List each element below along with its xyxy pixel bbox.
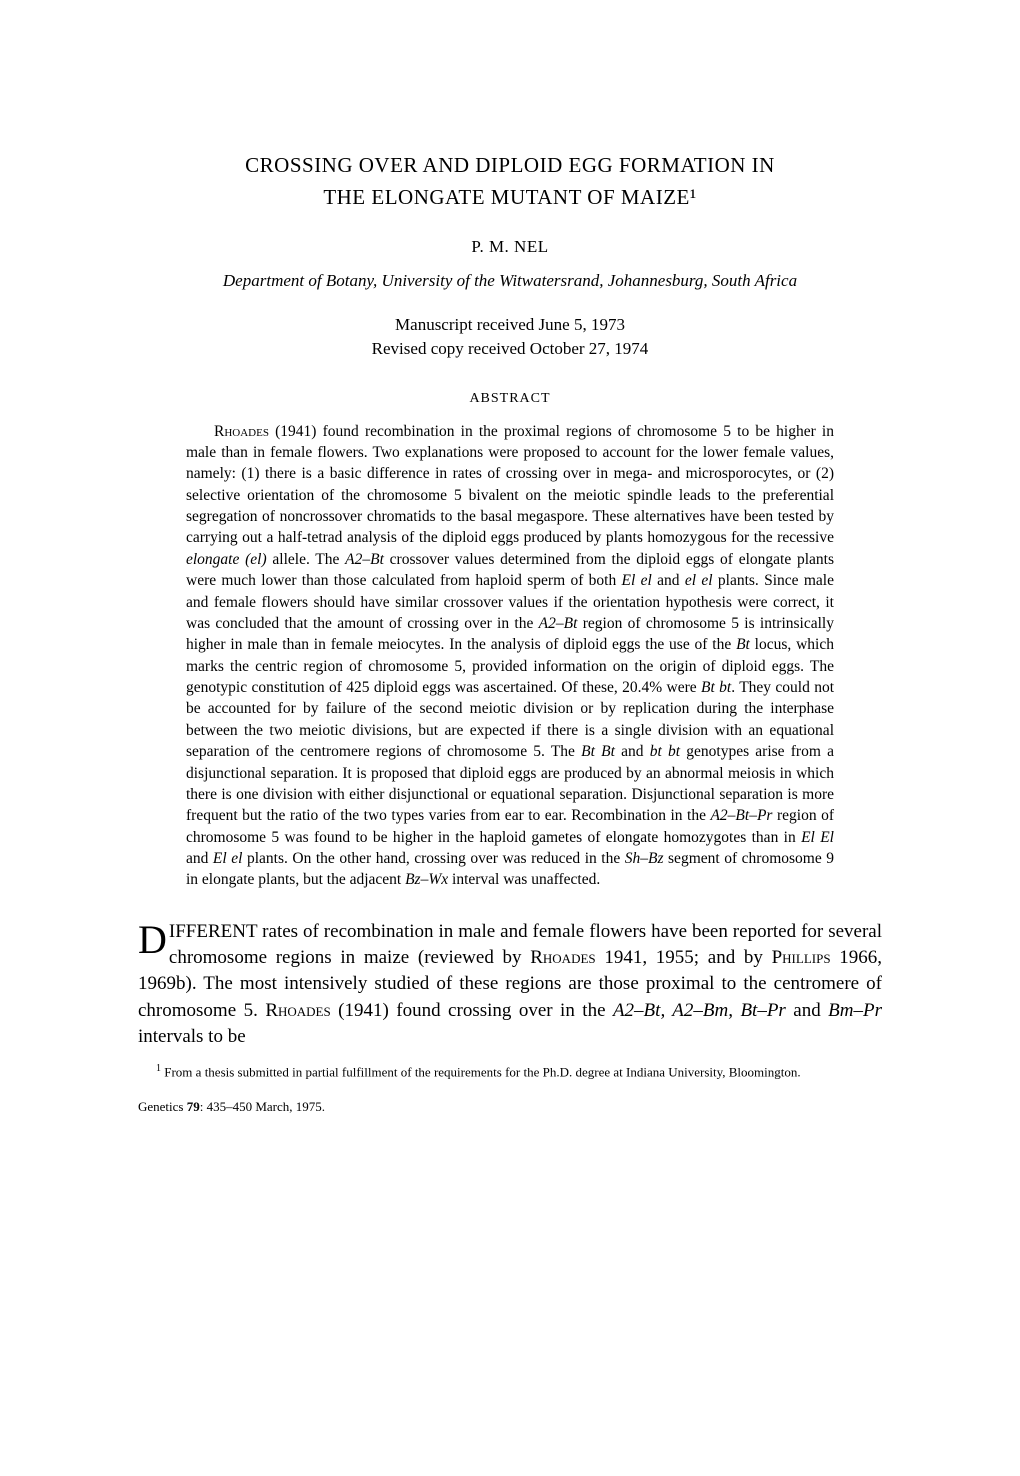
body-italic: A2–Bt, A2–Bm, Bt–Pr: [613, 1000, 786, 1021]
abstract-text: Rhoades (1941) found recombination in th…: [186, 421, 834, 891]
manuscript-dates: Manuscript received June 5, 1973 Revised…: [138, 313, 882, 361]
abstract-seg: interval was unaffected.: [448, 871, 600, 888]
title-line-1: CROSSING OVER AND DIPLOID EGG FORMATION …: [245, 153, 775, 177]
body-paragraph: DIFFERENT rates of recombination in male…: [138, 919, 882, 1050]
article-title: CROSSING OVER AND DIPLOID EGG FORMATION …: [138, 150, 882, 213]
abstract-seg: plants. On the other hand, crossing over…: [242, 850, 624, 867]
body-italic: Bm–Pr: [828, 1000, 882, 1021]
body-smallcaps: Phillips: [772, 947, 831, 968]
abstract-italic: Bt: [736, 636, 750, 653]
title-line-2: THE ELONGATE MUTANT OF MAIZE¹: [323, 185, 696, 209]
abstract-italic: El el: [213, 850, 243, 867]
abstract-italic: Bt bt: [701, 679, 731, 696]
body-seg: and: [786, 1000, 828, 1021]
abstract-italic: Bt Bt: [581, 743, 615, 760]
abstract-seg: and: [615, 743, 650, 760]
abstract-italic: Bz–Wx: [405, 871, 448, 888]
abstract-italic: elongate (el): [186, 551, 267, 568]
abstract-italic: Sh–Bz: [625, 850, 664, 867]
abstract-lead-author: Rhoades: [214, 423, 269, 440]
journal-pages: : 435–450 March, 1975.: [200, 1099, 325, 1114]
abstract-seg: (1941) found recombination in the proxim…: [186, 423, 834, 547]
body-smallcaps: Rhoades: [265, 1000, 330, 1021]
footnote-content: From a thesis submitted in partial fulfi…: [164, 1064, 800, 1079]
abstract-seg: allele. The: [267, 551, 346, 568]
body-seg: 1941, 1955; and by: [596, 947, 772, 968]
abstract-seg: and: [652, 572, 685, 589]
abstract-seg: and: [186, 850, 213, 867]
footnote-marker: 1: [156, 1063, 161, 1074]
footnote-text: 1 From a thesis submitted in partial ful…: [138, 1062, 882, 1081]
abstract-italic: el el: [685, 572, 713, 589]
body-seg: (1941) found crossing over in the: [331, 1000, 613, 1021]
journal-reference: Genetics 79: 435–450 March, 1975.: [138, 1099, 882, 1115]
abstract-italic: El El: [801, 829, 834, 846]
body-seg: intervals to be: [138, 1026, 246, 1047]
journal-volume: 79: [187, 1099, 200, 1114]
abstract-heading: ABSTRACT: [138, 391, 882, 407]
revised-date: Revised copy received October 27, 1974: [372, 339, 649, 358]
abstract-italic: A2–Bt: [539, 615, 578, 632]
author-affiliation: Department of Botany, University of the …: [138, 271, 882, 291]
journal-name: Genetics: [138, 1099, 187, 1114]
abstract-italic: El el: [622, 572, 652, 589]
dropcap-letter: D: [138, 919, 169, 957]
body-smallcaps: Rhoades: [530, 947, 595, 968]
abstract-italic: A2–Bt–Pr: [710, 807, 772, 824]
abstract-italic: A2–Bt: [345, 551, 384, 568]
abstract-italic: bt bt: [650, 743, 680, 760]
author-name: P. M. NEL: [138, 237, 882, 257]
received-date: Manuscript received June 5, 1973: [395, 315, 625, 334]
